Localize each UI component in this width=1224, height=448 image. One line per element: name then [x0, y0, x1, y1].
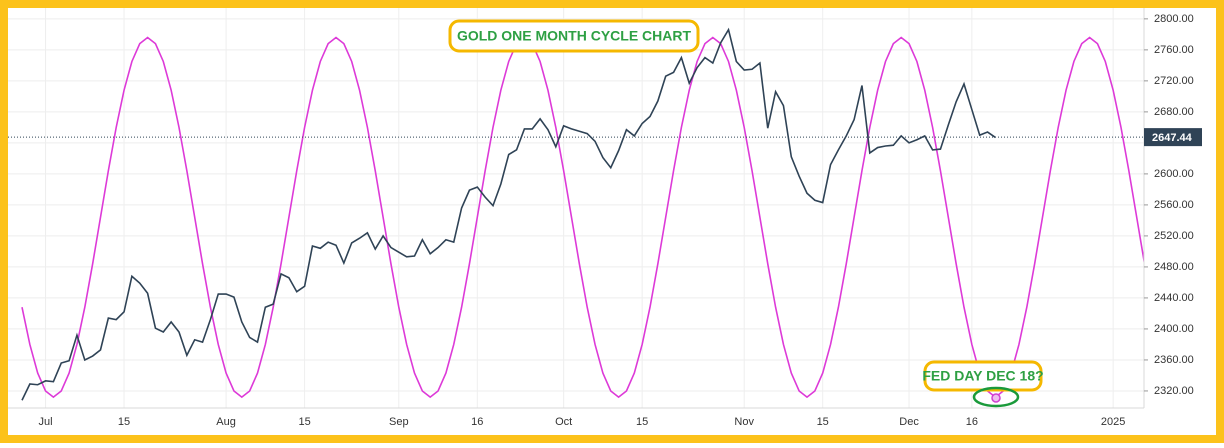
y-tick-label: 2560.00 — [1154, 199, 1194, 211]
y-tick-label: 2760.00 — [1154, 44, 1194, 56]
y-tick-label: 2360.00 — [1154, 354, 1194, 366]
last-value-box — [1144, 128, 1202, 147]
chart-title: GOLD ONE MONTH CYCLE CHART — [457, 28, 692, 44]
y-tick-label: 2800.00 — [1154, 13, 1194, 25]
x-tick-label: Nov — [734, 416, 754, 428]
y-tick-label: 2400.00 — [1154, 323, 1194, 335]
marker-dot — [991, 393, 1001, 403]
x-tick-label: 2025 — [1101, 416, 1125, 428]
y-tick-label: 2520.00 — [1154, 230, 1194, 242]
y-tick-label: 2720.00 — [1154, 75, 1194, 87]
x-tick-label: 15 — [636, 416, 648, 428]
x-tick-label: 16 — [471, 416, 483, 428]
y-tick-label: 2680.00 — [1154, 106, 1194, 118]
highlight-ellipse — [972, 386, 1020, 408]
y-tick-label: 2440.00 — [1154, 292, 1194, 304]
x-tick-label: Jul — [39, 416, 53, 428]
y-tick-label: 2480.00 — [1154, 261, 1194, 273]
x-tick-label: Dec — [899, 416, 919, 428]
plot — [8, 27, 1144, 401]
axes: 2320.00 2360.00 2400.00 2440.00 2480.00 2520.… — [39, 13, 1202, 428]
y-tick-label: 2320.00 — [1154, 385, 1194, 397]
annotation: FED DAY DEC 18? — [922, 368, 1043, 384]
x-tick-label: 15 — [118, 416, 130, 428]
x-tick-label: Oct — [555, 416, 572, 428]
series-line — [21, 36, 1144, 399]
x-tick-label: 15 — [817, 416, 829, 428]
y-tick-label: 2600.00 — [1154, 168, 1194, 180]
last-value-label: 2647.44 — [1152, 132, 1193, 144]
x-tick-label: Aug — [216, 416, 236, 428]
title-box — [448, 19, 700, 53]
x-tick-label: Sep — [389, 416, 409, 428]
series-line — [21, 27, 996, 401]
x-tick-label: 15 — [298, 416, 310, 428]
x-tick-label: 16 — [966, 416, 978, 428]
